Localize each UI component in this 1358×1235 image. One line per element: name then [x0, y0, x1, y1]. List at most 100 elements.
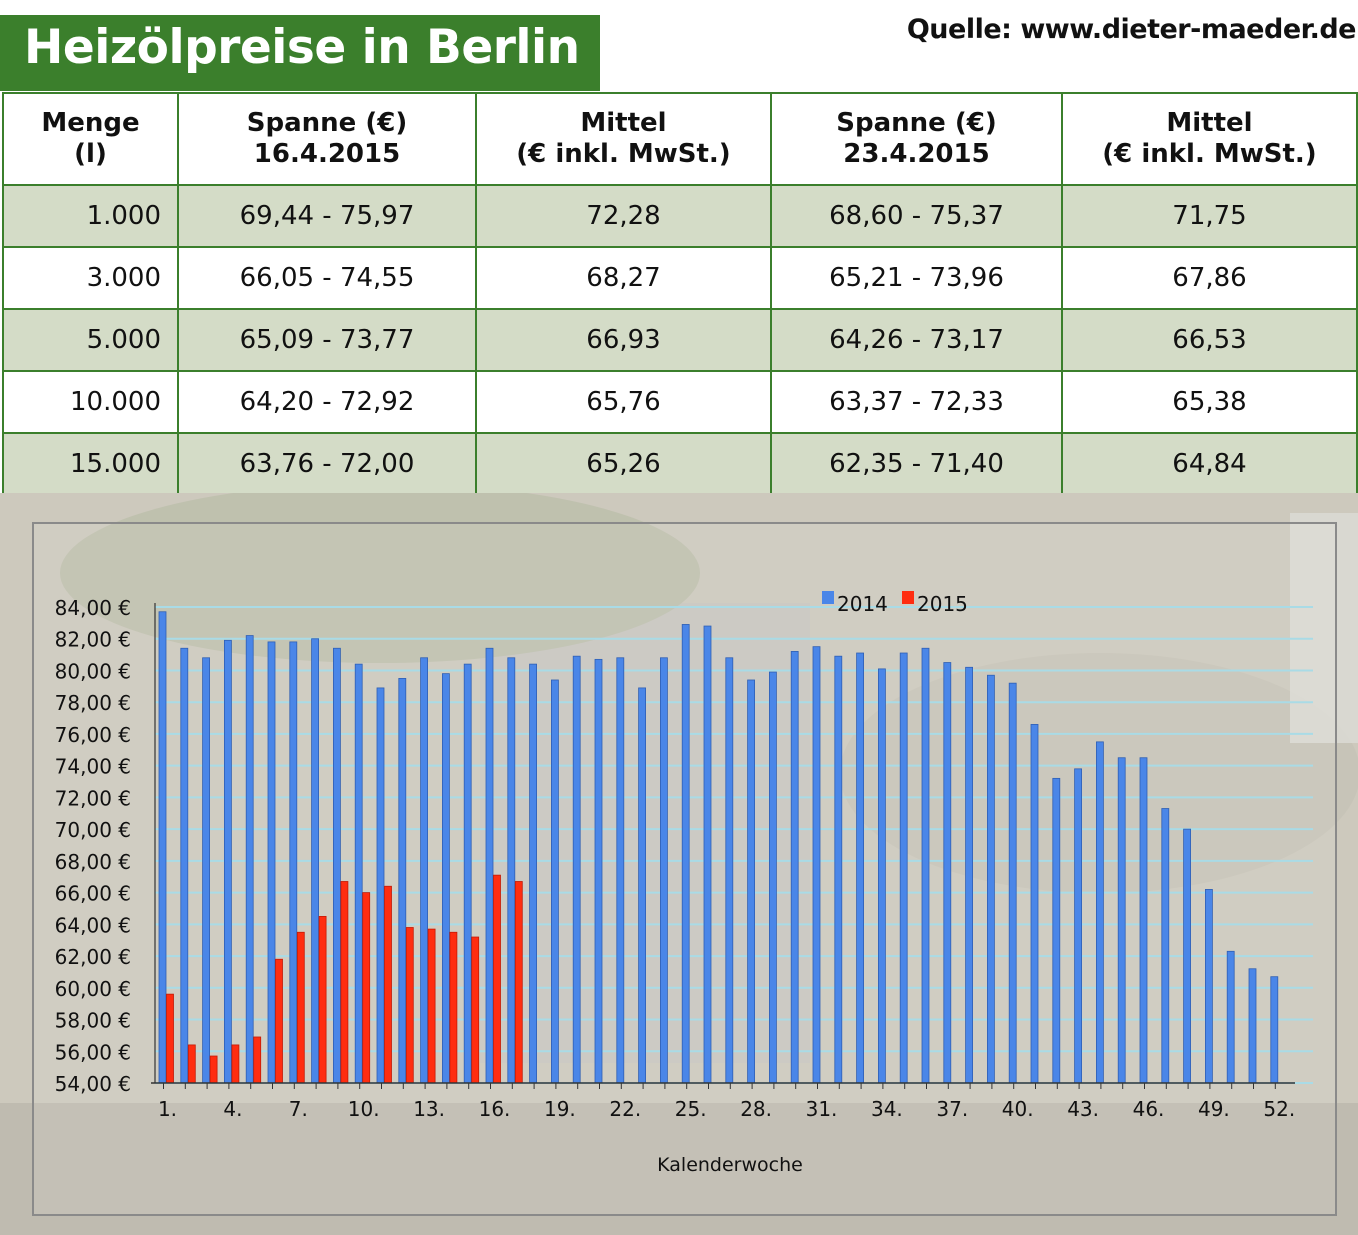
cell-mittel-2: 67,86	[1061, 246, 1358, 310]
bar-2014	[1008, 682, 1017, 1084]
y-tick-label: 80,00 €	[55, 659, 131, 683]
bar-2015	[231, 1044, 240, 1084]
bar-2015	[471, 936, 480, 1084]
y-tick-label: 64,00 €	[55, 913, 131, 937]
x-tick-label: 4.	[223, 1097, 242, 1121]
bar-2014	[485, 647, 494, 1084]
y-tick-label: 54,00 €	[55, 1072, 131, 1096]
x-tick-label: 7.	[289, 1097, 308, 1121]
photo-tree-canopy	[60, 493, 700, 663]
bar-2014	[223, 639, 232, 1084]
x-tick-label: 43.	[1067, 1097, 1099, 1121]
x-tick-label: 49.	[1198, 1097, 1230, 1121]
x-tick-label: 19.	[544, 1097, 576, 1121]
bar-2014	[267, 641, 276, 1084]
y-tick-label: 72,00 €	[55, 786, 131, 810]
bar-2015	[493, 874, 501, 1084]
bar-2014	[812, 646, 821, 1084]
table-row: 3.000 66,05 - 74,55 68,27 65,21 - 73,96 …	[2, 246, 1358, 310]
bar-2015	[449, 931, 458, 1084]
bars	[158, 611, 1279, 1084]
x-tick-label: 40.	[1002, 1097, 1034, 1121]
bar-2014	[1161, 808, 1170, 1084]
cell-mittel-1: 65,26	[475, 432, 772, 496]
cell-spanne-1: 66,05 - 74,55	[177, 246, 477, 310]
bar-2014	[311, 638, 320, 1084]
y-tick-label: 78,00 €	[55, 691, 131, 715]
cell-mittel-1: 68,27	[475, 246, 772, 310]
title-bar	[0, 15, 600, 91]
x-tick-label: 31.	[806, 1097, 838, 1121]
bar-2014	[1248, 968, 1257, 1084]
cell-spanne-2: 63,37 - 72,33	[770, 370, 1063, 434]
bar-2014	[1139, 757, 1148, 1084]
bar-2014	[1074, 768, 1082, 1084]
bar-2014	[790, 651, 799, 1084]
bar-2014	[965, 666, 973, 1084]
bar-2014	[638, 687, 646, 1084]
bar-2015	[296, 931, 305, 1084]
bar-2015	[427, 928, 436, 1084]
table-row: 10.000 64,20 - 72,92 65,76 63,37 - 72,33…	[2, 370, 1358, 434]
bar-2015	[405, 927, 414, 1084]
header-menge: Menge (l)	[2, 92, 179, 186]
bar-2015	[362, 892, 371, 1084]
cell-mittel-2: 64,84	[1061, 432, 1358, 496]
bar-2014	[594, 658, 603, 1084]
y-tick-label: 84,00 €	[55, 596, 131, 620]
bar-2015	[187, 1044, 196, 1084]
bar-2014	[834, 655, 843, 1084]
cell-mittel-1: 65,76	[475, 370, 772, 434]
y-tick-label: 66,00 €	[55, 882, 131, 906]
x-tick-label: 34.	[871, 1097, 903, 1121]
bar-2014	[289, 641, 298, 1084]
bar-2014	[1226, 950, 1235, 1084]
cell-mittel-2: 65,38	[1061, 370, 1358, 434]
y-tick-label: 60,00 €	[55, 977, 131, 1001]
bar-2014	[441, 673, 450, 1084]
cell-menge: 5.000	[2, 308, 179, 372]
bar-2015	[166, 993, 174, 1084]
bar-2014	[681, 624, 690, 1084]
header-mittel-2: Mittel (€ inkl. MwSt.)	[1061, 92, 1358, 186]
y-tick-label: 62,00 €	[55, 945, 131, 969]
y-tick-label: 82,00 €	[55, 628, 131, 652]
bar-2014	[1270, 976, 1279, 1084]
bar-chart: 84,00 € 82,00 € 80,00 € 78,00 € 76,00 € 74,00…	[0, 493, 1358, 1235]
y-tick-label: 76,00 €	[55, 723, 131, 747]
bar-2014	[1183, 828, 1191, 1084]
bar-2014	[202, 657, 211, 1084]
bar-2014	[529, 663, 537, 1084]
bar-2014	[1205, 889, 1213, 1084]
bar-2014	[354, 663, 363, 1084]
axes: 84,00 € 82,00 € 80,00 € 78,00 € 76,00 € 74,00…	[55, 596, 1296, 1121]
x-tick-label: 10.	[348, 1097, 380, 1121]
bar-2014	[856, 652, 864, 1084]
bar-2014	[245, 635, 254, 1084]
bar-2014	[660, 657, 668, 1084]
bar-2014	[420, 657, 429, 1084]
bar-2014	[398, 677, 407, 1084]
legend-swatch	[902, 591, 914, 604]
legend-label: 2015	[917, 592, 968, 616]
bar-2014	[703, 625, 712, 1084]
bar-2014	[507, 657, 516, 1084]
cell-mittel-1: 66,93	[475, 308, 772, 372]
price-table: Menge (l) Spanne (€) 16.4.2015 Mittel (€ in…	[2, 92, 1358, 496]
bar-2015	[514, 881, 523, 1084]
bar-2014	[572, 655, 581, 1084]
x-tick-label: 28.	[740, 1097, 772, 1121]
y-tick-label: 68,00 €	[55, 850, 131, 874]
bar-2014	[878, 668, 886, 1084]
x-tick-label: 13.	[413, 1097, 445, 1121]
y-tick-label: 74,00 €	[55, 755, 131, 779]
bar-2014	[899, 652, 908, 1084]
bar-2014	[1096, 741, 1104, 1084]
x-tick-label: 25.	[675, 1097, 707, 1121]
bar-2014	[332, 647, 341, 1084]
bar-2014	[921, 647, 930, 1084]
cell-menge: 1.000	[2, 184, 179, 248]
cell-spanne-1: 63,76 - 72,00	[177, 432, 477, 496]
y-tick-label: 56,00 €	[55, 1040, 131, 1064]
bar-2014	[987, 674, 995, 1084]
